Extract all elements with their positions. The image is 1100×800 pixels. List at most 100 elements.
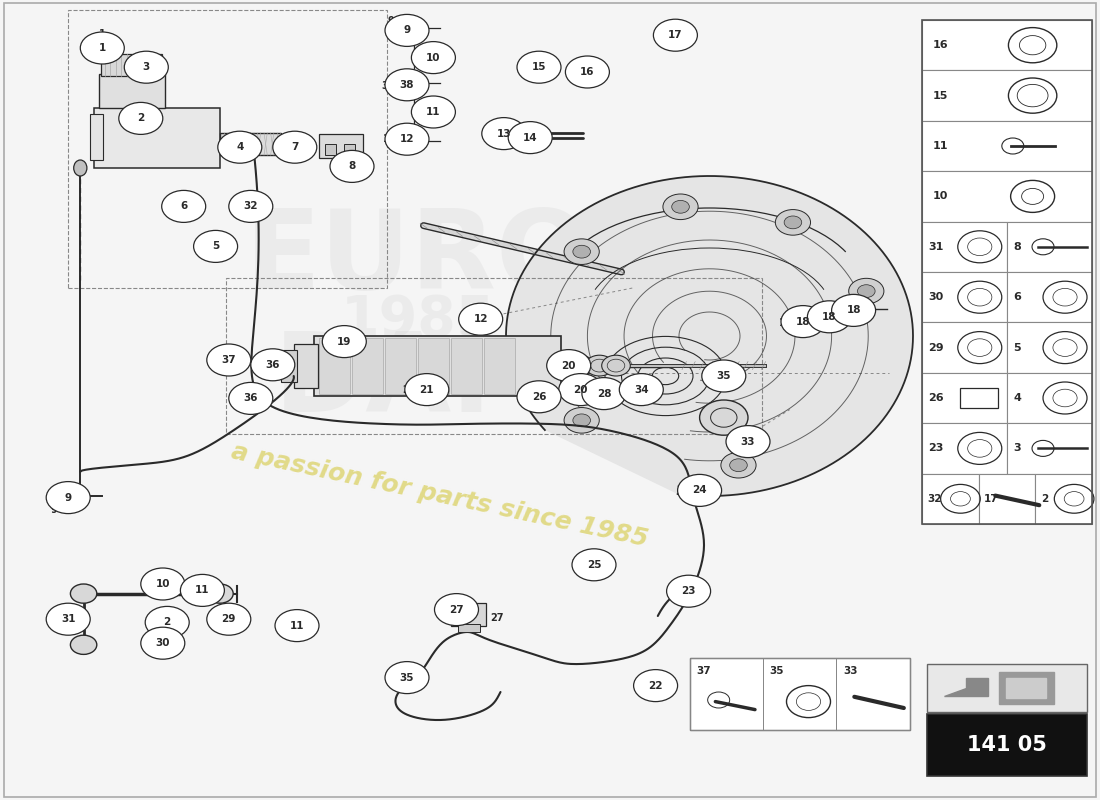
Text: 15: 15 [933,90,948,101]
Text: 24: 24 [692,486,707,495]
Circle shape [807,301,851,333]
Text: 9: 9 [404,26,410,35]
Text: 18: 18 [822,312,837,322]
Text: 14: 14 [522,133,538,142]
Text: 5: 5 [212,242,219,251]
Circle shape [80,32,124,64]
Text: 14: 14 [508,132,521,142]
Text: 35: 35 [399,673,415,682]
Bar [314,336,561,396]
Bar [99,74,165,108]
Bar [90,114,103,160]
Text: 36: 36 [265,360,280,370]
Text: 18: 18 [795,317,811,326]
Circle shape [517,51,561,83]
Text: 30: 30 [155,638,170,648]
Ellipse shape [858,285,876,298]
Circle shape [180,574,224,606]
Text: 10: 10 [426,53,441,62]
Ellipse shape [822,309,837,320]
Bar [690,658,763,730]
Bar [451,603,486,626]
Bar [922,474,979,524]
Bar [324,144,336,155]
Ellipse shape [565,355,594,376]
Text: 22: 22 [648,681,663,690]
Circle shape [194,230,238,262]
Text: 22: 22 [634,681,647,690]
Ellipse shape [846,303,861,314]
Circle shape [251,349,295,381]
Text: 35: 35 [770,666,784,676]
Text: 8: 8 [349,162,355,171]
Circle shape [508,122,552,154]
Ellipse shape [74,160,87,176]
Circle shape [411,96,455,128]
Text: 11: 11 [426,107,441,117]
Ellipse shape [602,355,630,376]
Text: a passion for parts since 1985: a passion for parts since 1985 [229,440,651,552]
Bar [922,322,1008,373]
Bar [319,338,350,394]
Bar [101,54,162,76]
Text: 16: 16 [933,40,948,50]
Bar [922,70,1092,121]
Text: 10: 10 [933,191,948,202]
Text: 1: 1 [99,43,106,53]
Text: 31: 31 [928,242,944,252]
Text: 12: 12 [473,314,488,324]
Circle shape [653,19,697,51]
Text: 20: 20 [573,385,588,394]
Text: 29: 29 [928,342,944,353]
Circle shape [678,474,722,506]
Polygon shape [999,672,1054,704]
Text: 1985: 1985 [341,293,495,347]
Ellipse shape [564,407,600,433]
Text: 18: 18 [846,306,861,315]
Circle shape [572,549,616,581]
Text: 7: 7 [292,142,298,152]
Bar [226,278,762,434]
Text: 12: 12 [458,315,471,325]
Text: 27: 27 [491,613,504,622]
Text: 18: 18 [779,318,792,328]
Bar [960,388,999,408]
Text: 30: 30 [928,292,944,302]
Bar [922,222,1008,272]
Ellipse shape [795,314,811,326]
Text: 3: 3 [143,62,150,72]
Circle shape [634,670,678,702]
Circle shape [619,374,663,406]
Polygon shape [1006,678,1046,698]
Bar [319,134,363,158]
Text: 13: 13 [496,129,512,138]
Text: 6: 6 [1014,292,1022,302]
Text: 12: 12 [383,134,396,144]
Ellipse shape [788,309,818,331]
Circle shape [459,303,503,335]
Text: 21: 21 [403,385,416,394]
Circle shape [145,606,189,638]
Circle shape [565,56,609,88]
Bar [927,714,1087,776]
Text: 2: 2 [1041,494,1048,504]
Circle shape [582,378,626,410]
Circle shape [207,603,251,635]
Text: 19: 19 [337,337,352,346]
Polygon shape [506,176,913,496]
Circle shape [330,150,374,182]
Circle shape [141,627,185,659]
Text: 11: 11 [289,621,305,630]
Bar [763,658,836,730]
Circle shape [119,102,163,134]
Ellipse shape [814,303,845,326]
Ellipse shape [784,216,802,229]
Ellipse shape [573,414,591,426]
Circle shape [46,603,90,635]
Circle shape [273,131,317,163]
Text: 16: 16 [580,67,595,77]
Text: 38: 38 [382,81,395,90]
Text: 38: 38 [399,80,415,90]
Text: 13: 13 [482,129,495,138]
Text: 31: 31 [60,614,76,624]
